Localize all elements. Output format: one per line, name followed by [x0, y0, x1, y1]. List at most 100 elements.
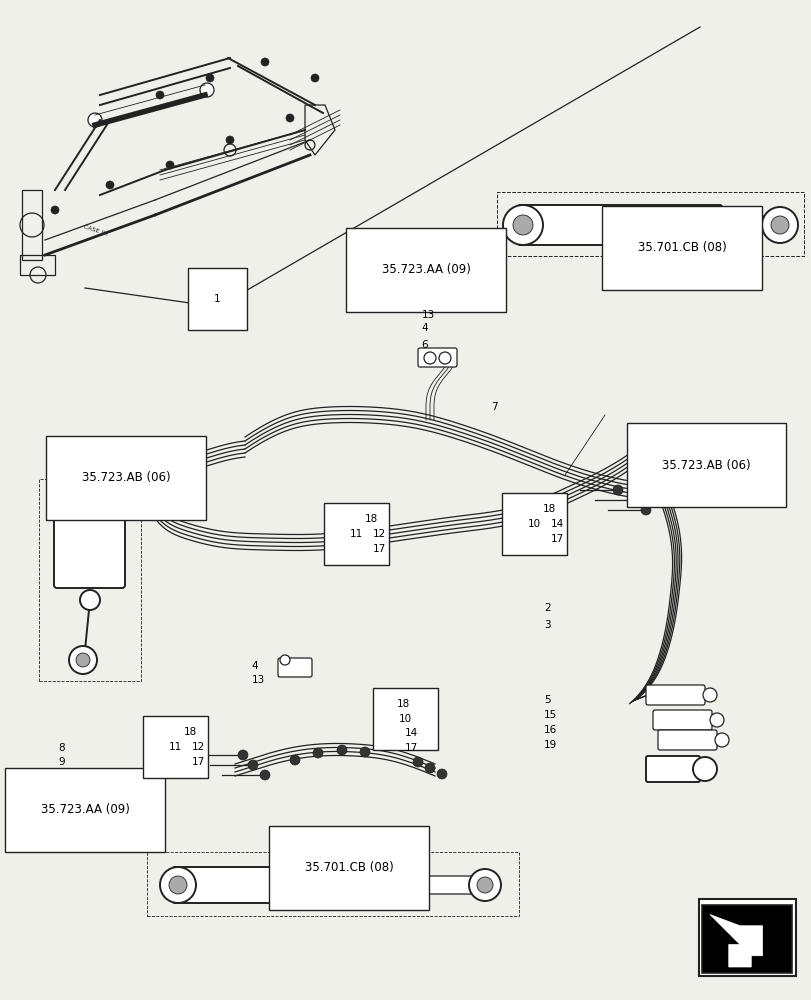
- FancyBboxPatch shape: [657, 730, 716, 750]
- Circle shape: [476, 877, 492, 893]
- Text: 16: 16: [543, 725, 556, 735]
- Circle shape: [51, 206, 59, 214]
- Circle shape: [165, 161, 174, 169]
- Text: 4: 4: [421, 323, 427, 333]
- Text: 10: 10: [398, 714, 411, 724]
- Circle shape: [156, 91, 164, 99]
- Text: 10: 10: [527, 519, 540, 529]
- Circle shape: [225, 136, 234, 144]
- Circle shape: [312, 748, 323, 758]
- Circle shape: [770, 216, 788, 234]
- Polygon shape: [719, 912, 754, 945]
- Circle shape: [160, 867, 195, 903]
- FancyBboxPatch shape: [517, 205, 721, 245]
- Circle shape: [69, 646, 97, 674]
- Text: CASE IH: CASE IH: [82, 224, 108, 236]
- Text: 11: 11: [169, 742, 182, 752]
- Text: 5: 5: [543, 695, 550, 705]
- Circle shape: [206, 74, 214, 82]
- Text: 1: 1: [214, 294, 221, 304]
- FancyBboxPatch shape: [702, 905, 791, 973]
- Polygon shape: [709, 914, 762, 967]
- Text: 17: 17: [191, 757, 204, 767]
- Circle shape: [436, 769, 446, 779]
- Circle shape: [290, 755, 299, 765]
- Circle shape: [502, 205, 543, 245]
- Circle shape: [513, 215, 532, 235]
- Circle shape: [359, 747, 370, 757]
- Circle shape: [169, 876, 187, 894]
- FancyBboxPatch shape: [277, 658, 311, 677]
- Text: 17: 17: [550, 534, 563, 544]
- Text: 18: 18: [397, 699, 410, 709]
- Text: 6: 6: [421, 340, 427, 350]
- Circle shape: [702, 688, 716, 702]
- FancyBboxPatch shape: [646, 756, 699, 782]
- Text: 18: 18: [183, 727, 196, 737]
- FancyBboxPatch shape: [422, 876, 483, 894]
- FancyBboxPatch shape: [418, 348, 457, 367]
- Text: 35.723.AB (06): 35.723.AB (06): [661, 459, 750, 472]
- Text: 14: 14: [405, 728, 418, 738]
- Text: 8: 8: [58, 743, 65, 753]
- Text: 17: 17: [405, 743, 418, 753]
- Text: 18: 18: [542, 504, 555, 514]
- Circle shape: [280, 655, 290, 665]
- Text: 18: 18: [364, 514, 377, 524]
- Text: 3: 3: [543, 620, 550, 630]
- Circle shape: [285, 114, 294, 122]
- Circle shape: [709, 713, 723, 727]
- FancyBboxPatch shape: [173, 867, 427, 903]
- Circle shape: [260, 58, 268, 66]
- Text: 12: 12: [372, 529, 385, 539]
- Text: 4: 4: [251, 661, 258, 671]
- Text: 19: 19: [543, 740, 556, 750]
- Circle shape: [311, 74, 319, 82]
- Text: 35.701.CB (08): 35.701.CB (08): [304, 861, 393, 874]
- Circle shape: [423, 352, 436, 364]
- Text: 11: 11: [350, 529, 363, 539]
- FancyBboxPatch shape: [652, 710, 711, 730]
- Text: 13: 13: [251, 675, 264, 685]
- Circle shape: [413, 757, 423, 767]
- Polygon shape: [717, 918, 789, 962]
- Circle shape: [80, 590, 100, 610]
- Circle shape: [260, 770, 270, 780]
- Circle shape: [76, 653, 90, 667]
- Text: 35.723.AA (09): 35.723.AA (09): [381, 263, 470, 276]
- Circle shape: [692, 757, 716, 781]
- Text: 35.723.AB (06): 35.723.AB (06): [81, 472, 170, 485]
- Circle shape: [106, 181, 114, 189]
- Circle shape: [238, 750, 247, 760]
- Circle shape: [84, 489, 96, 501]
- Text: 15: 15: [543, 710, 556, 720]
- Circle shape: [640, 505, 650, 515]
- Circle shape: [424, 763, 435, 773]
- Text: 9: 9: [58, 757, 65, 767]
- Circle shape: [469, 869, 500, 901]
- Circle shape: [714, 733, 728, 747]
- Text: 14: 14: [550, 519, 563, 529]
- FancyBboxPatch shape: [698, 899, 795, 976]
- Circle shape: [78, 483, 102, 507]
- Circle shape: [247, 760, 258, 770]
- Polygon shape: [702, 905, 717, 937]
- Text: 17: 17: [372, 544, 385, 554]
- Circle shape: [612, 485, 622, 495]
- Circle shape: [761, 207, 797, 243]
- Text: 12: 12: [191, 742, 204, 752]
- Circle shape: [200, 83, 214, 97]
- Text: 2: 2: [543, 603, 550, 613]
- FancyBboxPatch shape: [54, 492, 125, 588]
- FancyBboxPatch shape: [646, 685, 704, 705]
- Text: 35.701.CB (08): 35.701.CB (08): [637, 241, 726, 254]
- Text: 13: 13: [421, 310, 434, 320]
- Circle shape: [337, 745, 346, 755]
- FancyBboxPatch shape: [706, 907, 788, 969]
- FancyBboxPatch shape: [702, 905, 789, 972]
- Circle shape: [88, 113, 102, 127]
- Text: 7: 7: [491, 402, 497, 412]
- Text: 35.723.AA (09): 35.723.AA (09): [41, 804, 130, 816]
- Circle shape: [627, 495, 637, 505]
- Circle shape: [439, 352, 450, 364]
